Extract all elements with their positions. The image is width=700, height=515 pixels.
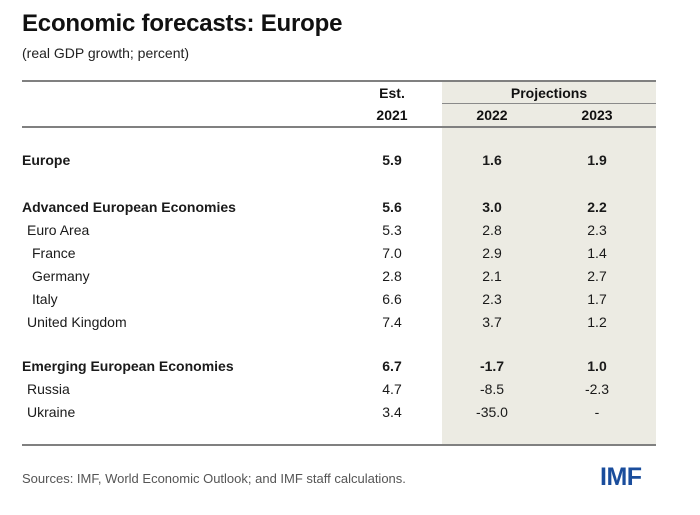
projections-rule bbox=[442, 103, 656, 104]
page-subtitle: (real GDP growth; percent) bbox=[22, 45, 190, 61]
value-2021: 4.7 bbox=[382, 381, 402, 397]
sources-note: Sources: IMF, World Economic Outlook; an… bbox=[22, 471, 406, 486]
value-2023: 1.0 bbox=[587, 358, 607, 374]
year-header-2023: 2023 bbox=[581, 107, 613, 123]
value-2022: -35.0 bbox=[476, 404, 508, 420]
value-2022: 1.6 bbox=[482, 152, 502, 168]
bottom-rule bbox=[22, 444, 656, 446]
table-row: Russia 4.7 -8.5 -2.3 bbox=[22, 381, 656, 403]
row-label: Advanced European Economies bbox=[22, 199, 236, 215]
value-2021: 2.8 bbox=[382, 268, 402, 284]
header-rule bbox=[22, 126, 656, 128]
value-2021: 6.6 bbox=[382, 291, 402, 307]
value-2022: 3.0 bbox=[482, 199, 502, 215]
row-label: Germany bbox=[32, 268, 90, 284]
value-2021: 6.7 bbox=[382, 358, 402, 374]
value-2023: 1.4 bbox=[587, 245, 607, 261]
row-label: Euro Area bbox=[27, 222, 90, 238]
table-row: Ukraine 3.4 -35.0 - bbox=[22, 404, 656, 426]
value-2023: 1.7 bbox=[587, 291, 607, 307]
projections-header: Projections bbox=[510, 85, 588, 101]
value-2023: 2.3 bbox=[587, 222, 607, 238]
row-label: France bbox=[32, 245, 76, 261]
value-2022: 2.3 bbox=[482, 291, 502, 307]
table-row: Europe 5.9 1.6 1.9 bbox=[22, 152, 656, 174]
row-label: Italy bbox=[32, 291, 58, 307]
value-2021: 3.4 bbox=[382, 404, 402, 420]
value-2021: 7.4 bbox=[382, 314, 402, 330]
value-2023: 2.7 bbox=[587, 268, 607, 284]
value-2022: 3.7 bbox=[482, 314, 502, 330]
table-row: United Kingdom 7.4 3.7 1.2 bbox=[22, 314, 656, 336]
value-2021: 5.3 bbox=[382, 222, 402, 238]
table-row: Advanced European Economies 5.6 3.0 2.2 bbox=[22, 199, 656, 221]
value-2023: -2.3 bbox=[584, 381, 610, 397]
year-header-2021: 2021 bbox=[376, 107, 408, 123]
value-2022: 2.9 bbox=[482, 245, 502, 261]
imf-logo: IMF bbox=[600, 463, 642, 491]
row-label: United Kingdom bbox=[27, 314, 127, 330]
value-2023: 2.2 bbox=[587, 199, 607, 215]
value-2021: 5.9 bbox=[382, 152, 402, 168]
table-row: France 7.0 2.9 1.4 bbox=[22, 245, 656, 267]
row-label: Russia bbox=[27, 381, 70, 397]
row-label: Emerging European Economies bbox=[22, 358, 234, 374]
table-row: Euro Area 5.3 2.8 2.3 bbox=[22, 222, 656, 244]
value-2021: 5.6 bbox=[382, 199, 402, 215]
est-header: Est. bbox=[379, 85, 405, 101]
page-title: Economic forecasts: Europe bbox=[22, 10, 343, 37]
table-row: Germany 2.8 2.1 2.7 bbox=[22, 268, 656, 290]
value-2023: - bbox=[594, 404, 600, 420]
value-2022: -1.7 bbox=[479, 358, 505, 374]
row-label: Ukraine bbox=[27, 404, 76, 420]
value-2021: 7.0 bbox=[382, 245, 402, 261]
value-2023: 1.9 bbox=[587, 152, 607, 168]
value-2022: 2.8 bbox=[482, 222, 502, 238]
top-rule bbox=[22, 80, 656, 82]
row-label: Europe bbox=[22, 152, 71, 168]
projections-shading bbox=[442, 80, 656, 445]
year-header-2022: 2022 bbox=[476, 107, 508, 123]
table-row: Emerging European Economies 6.7 -1.7 1.0 bbox=[22, 358, 656, 380]
table-row: Italy 6.6 2.3 1.7 bbox=[22, 291, 656, 313]
value-2022: 2.1 bbox=[482, 268, 502, 284]
value-2022: -8.5 bbox=[479, 381, 505, 397]
value-2023: 1.2 bbox=[587, 314, 607, 330]
